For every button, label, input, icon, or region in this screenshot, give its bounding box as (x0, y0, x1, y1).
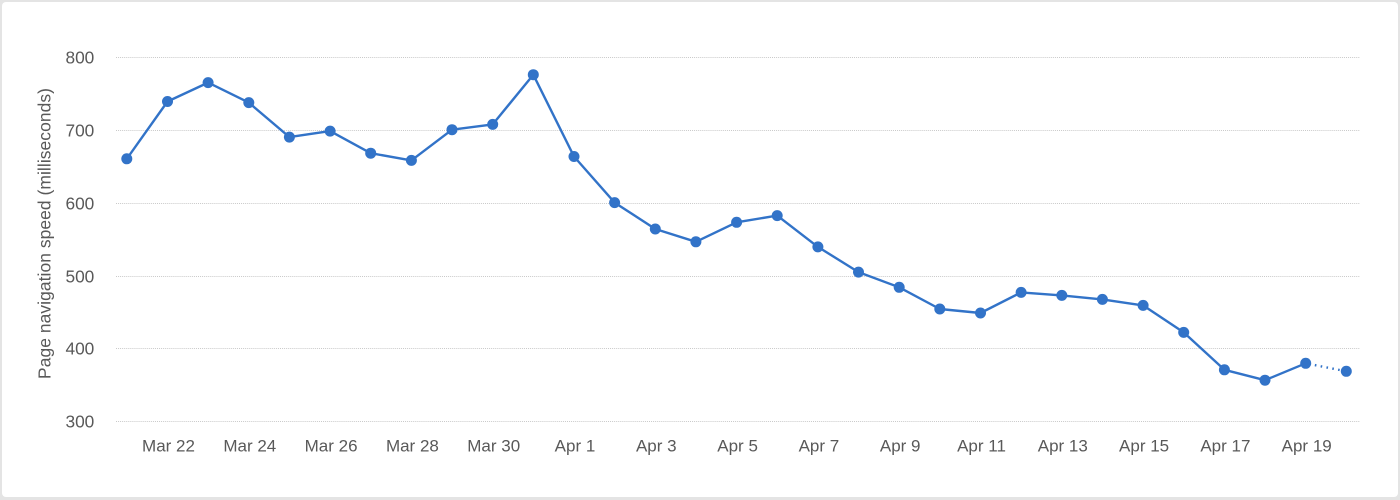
svg-text:800: 800 (65, 48, 94, 68)
svg-text:500: 500 (65, 267, 94, 287)
svg-text:Mar 22: Mar 22 (142, 437, 195, 456)
svg-text:Mar 24: Mar 24 (223, 437, 276, 456)
svg-text:Mar 28: Mar 28 (386, 437, 439, 456)
svg-text:Apr 19: Apr 19 (1282, 437, 1332, 456)
svg-text:300: 300 (65, 412, 94, 432)
svg-text:Apr 17: Apr 17 (1200, 437, 1250, 456)
svg-text:Page navigation speed (millise: Page navigation speed (milliseconds) (35, 88, 55, 379)
svg-text:Apr 3: Apr 3 (636, 437, 677, 456)
svg-text:Apr 13: Apr 13 (1038, 437, 1088, 456)
svg-text:Mar 26: Mar 26 (305, 437, 358, 456)
svg-text:Apr 7: Apr 7 (799, 437, 840, 456)
svg-text:Apr 5: Apr 5 (717, 437, 758, 456)
svg-text:600: 600 (65, 194, 94, 214)
svg-text:Apr 15: Apr 15 (1119, 437, 1169, 456)
svg-text:Mar 30: Mar 30 (467, 437, 520, 456)
svg-text:Apr 11: Apr 11 (957, 437, 1006, 456)
svg-text:Apr 1: Apr 1 (555, 437, 596, 456)
svg-text:700: 700 (65, 121, 94, 141)
svg-text:400: 400 (65, 339, 94, 359)
svg-text:Apr 9: Apr 9 (880, 437, 921, 456)
